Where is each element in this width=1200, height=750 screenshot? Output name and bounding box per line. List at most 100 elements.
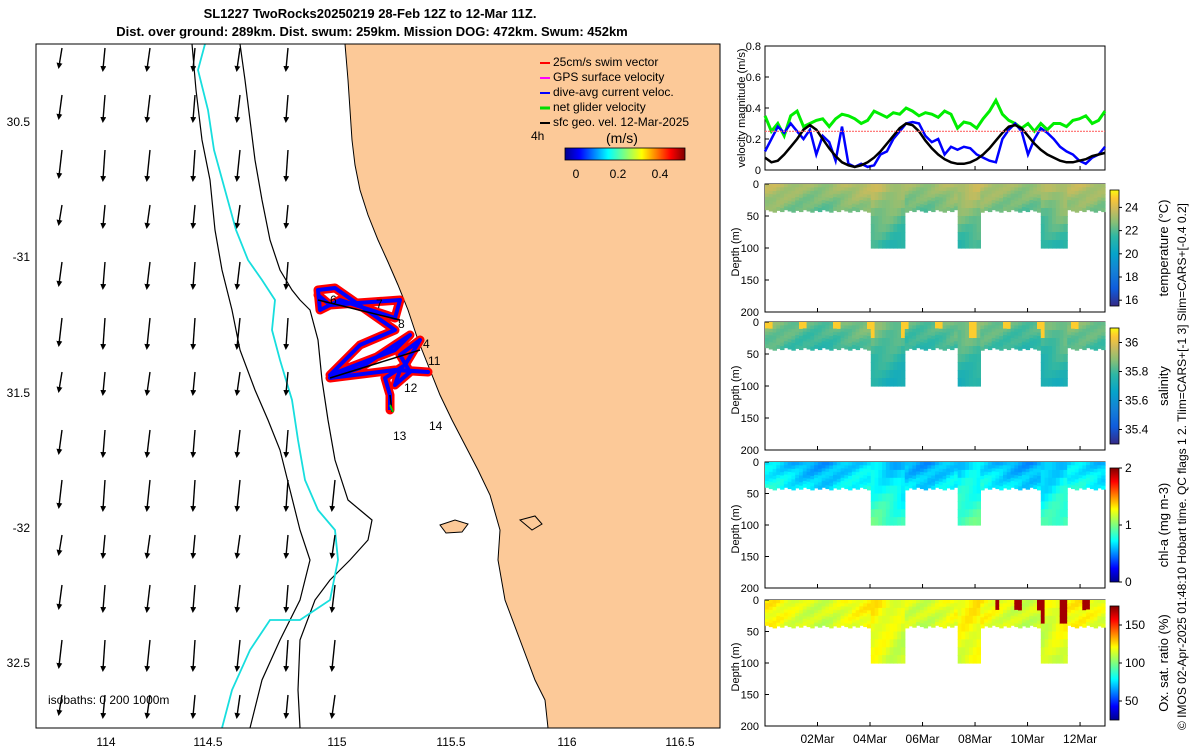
sfc-geo-velocity-arrow [56,317,63,347]
sfc-geo-velocity-arrow [144,584,151,613]
sfc-geo-velocity-arrow [56,94,63,120]
sfc-geo-velocity-arrow [234,639,241,672]
sfc-geo-velocity-arrow [329,694,336,719]
depth-ytick: 50 [747,627,759,639]
sfc-geo-velocity-arrow [100,149,107,182]
colorbar-label: chl-a (mg m-3) [1156,483,1171,568]
depth-ytick: 100 [741,243,759,255]
time-xtick: 10Mar [1011,732,1045,746]
heatmap-colorbar [1109,605,1120,721]
sfc-geo-velocity-arrow [234,149,241,182]
sfc-geo-velocity-arrow [190,371,197,396]
sfc-geo-velocity-arrow [329,639,336,672]
sfc-geo-velocity-arrow [190,639,197,672]
colorbar-tick: 35.4 [1125,423,1149,437]
sfc-geo-velocity-arrow [144,534,151,559]
glider-track [313,283,433,415]
sfc-geo-velocity-arrow [283,479,290,512]
time-xtick: 04Mar [853,732,887,746]
sfc-geo-velocity-arrow [190,261,197,290]
sfc-geo-velocity-arrow [283,584,290,613]
sfc-geo-velocity-arrow [144,149,151,182]
sfc-geo-velocity-arrow [100,317,107,350]
map-xtick: 114 [96,735,115,749]
colorbar-tick: 22 [1125,224,1139,238]
sfc-geo-velocity-arrow [56,371,63,393]
sfc-geo-velocity-arrow [100,534,107,559]
sfc-geo-velocity-arrow [144,261,151,290]
map-ytick: 31.5 [7,386,31,400]
depth-ytick: 50 [747,211,759,223]
day-label-6: 6 [330,293,337,307]
legend-label-gps: GPS surface velocity [553,70,664,84]
time-xtick: 06Mar [906,732,940,746]
depth-ytick: 200 [741,307,759,319]
sfc-geo-velocity-arrow [234,534,241,559]
sfc-geo-velocity-arrow [329,534,336,559]
sfc-geo-velocity-arrow [190,47,197,72]
island-small [518,515,543,531]
heatmap-panel: 0 50 100 150 200 Depth (m) 16 18 20 22 24 temperatu… [730,179,1171,319]
depth-ytick: 0 [753,457,759,469]
velocity-ytick: 0 [755,165,761,177]
map-legend: 25cm/s swim vector GPS surface velocity … [540,55,689,129]
sfc-geo-velocity-arrow [283,261,290,290]
sfc-geo-velocity-arrow [100,94,107,123]
colorbar-tick: 36 [1125,336,1139,350]
colorbar-label: Ox. sat. ratio (%) [1156,614,1171,712]
sfc-geo-velocity-arrow [283,429,290,458]
depth-ylabel: Depth (m) [730,228,742,277]
sfc-geo-velocity-arrow [144,94,151,123]
colorbar-tick: 0.2 [610,167,627,181]
isobath-1000m [191,44,311,728]
sfc-geo-velocity-arrow [283,149,290,182]
sfc-geo-velocity-arrow [144,371,151,396]
imos-footer-note: © IMOS 02-Apr-2025 01:48:10 Hobart time.… [1175,203,1189,730]
depth-ytick: 150 [741,690,759,702]
colorbar-tick: 50 [1125,694,1139,708]
sfc-geo-velocity-arrow [234,47,241,72]
colorbar-tick: 24 [1125,200,1139,214]
colorbar-tick: 100 [1125,656,1145,670]
velocity-series-line [763,97,1107,140]
sfc-geo-velocity-arrow [144,479,151,512]
sfc-geo-velocity-arrow [56,694,63,716]
sfc-geo-velocity-arrow [283,639,290,672]
sfc-geo-velocity-arrow [283,204,290,229]
sfc-geo-velocity-arrow [56,639,63,669]
sfc-geo-velocity-arrow [190,94,197,123]
sfc-geo-velocity-arrow [234,371,241,396]
sfc-geo-velocity-arrow [100,429,107,458]
heatmap-panel: 0 50 100 150 200 Depth (m) 35.4 35.6 35.8 36 salin… [730,317,1171,457]
island [439,519,469,534]
colorbar-tick: 1 [1125,518,1132,532]
sfc-geo-velocity-arrow [190,479,197,512]
figure-title-line1: SL1227 TwoRocks20250219 28-Feb 12Z to 12… [203,6,537,21]
depth-ytick: 150 [741,275,759,287]
heatmap-panel: 0 50 100 150 200 Depth (m) 50 100 150 Ox. sat. ra… [730,595,1171,733]
sfc-geo-velocity-arrow [190,204,197,229]
land-polygon [345,44,720,728]
sfc-geo-velocity-arrow [234,261,241,290]
sfc-geo-velocity-arrow [144,317,151,350]
time-axis: 02Mar 04Mar 06Mar 08Mar 10Mar 12Mar [801,166,1097,746]
depth-ytick: 150 [741,552,759,564]
sfc-geo-velocity-arrow [283,534,290,559]
colorbar-label: salinity [1156,366,1171,406]
sfc-geo-velocity-arrow [100,204,107,229]
colorbar-tick: 150 [1125,618,1145,632]
depth-ytick: 200 [741,445,759,457]
day-label-8: 8 [398,317,405,331]
map-ytick: -32 [13,521,31,535]
sfc-geo-velocity-arrow [100,47,107,72]
legend-label-dive: dive-avg current veloc. [553,85,674,99]
sfc-geo-velocity-arrow [100,584,107,613]
heatmap-colorbar [1109,327,1120,445]
sfc-geo-velocity-arrow [234,94,241,123]
colorbar-tick: 35.6 [1125,394,1149,408]
velocity-ytick: 0.4 [746,103,761,115]
day-label-14: 14 [429,419,443,433]
depth-ytick: 100 [741,658,759,670]
